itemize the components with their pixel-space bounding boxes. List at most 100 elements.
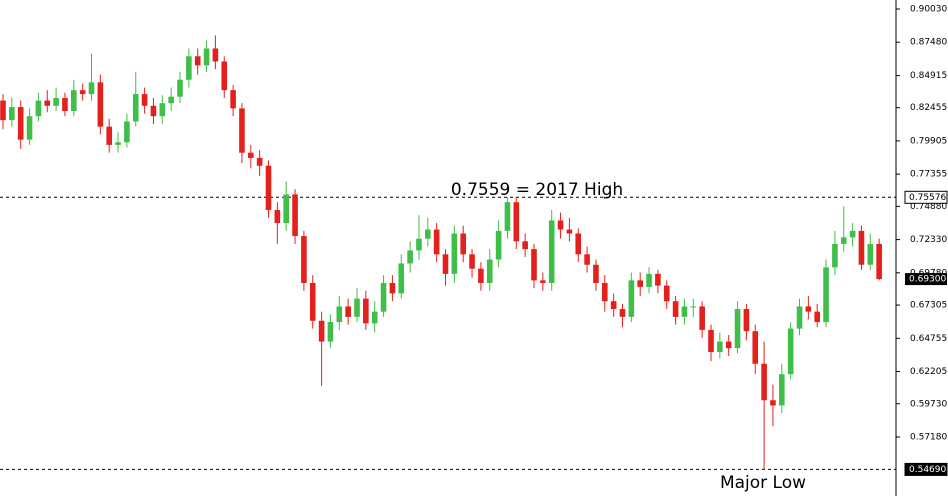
candle: [150, 97, 157, 125]
y-tick-label: 0.62205: [910, 367, 947, 377]
y-tick-label: 0.82455: [910, 103, 947, 113]
candle-body: [177, 79, 183, 97]
candle-body: [770, 400, 776, 406]
candle: [548, 210, 555, 291]
candle: [248, 144, 254, 169]
candle: [460, 225, 466, 263]
candle-body: [239, 108, 245, 153]
candle: [540, 272, 546, 291]
candle: [504, 197, 511, 239]
candle: [557, 212, 564, 239]
candle-body: [186, 56, 192, 80]
candle-body: [761, 363, 767, 401]
candle: [177, 71, 183, 104]
candle: [823, 259, 829, 328]
candle: [389, 275, 396, 302]
candle-body: [814, 311, 820, 323]
candle: [141, 87, 148, 114]
candle-body: [71, 90, 77, 112]
candle: [433, 223, 440, 263]
annotation: 0.7559 = 2017 High: [451, 180, 623, 200]
candle-body: [35, 100, 42, 117]
candle-body: [265, 165, 272, 211]
candle: [345, 298, 351, 325]
candle-body: [283, 194, 289, 224]
candle: [221, 56, 228, 98]
candle: [194, 48, 201, 75]
candle-body: [805, 306, 812, 312]
candle-body: [486, 259, 493, 283]
candle: [186, 48, 192, 88]
y-tick-label: 0.79905: [910, 136, 947, 146]
candle-body: [610, 301, 617, 310]
candle: [115, 131, 121, 153]
candle-body: [389, 282, 396, 294]
level-label: 0.54690: [909, 465, 946, 475]
level-label-box: [904, 462, 948, 476]
candle: [62, 92, 68, 117]
candle: [301, 230, 307, 291]
candle: [451, 225, 458, 283]
candle: [690, 298, 697, 317]
candle: [513, 196, 520, 250]
candle-body: [451, 233, 458, 274]
candle-body: [371, 311, 378, 324]
candle: [876, 238, 882, 281]
candle-body: [221, 61, 228, 91]
candle: [725, 335, 732, 356]
candle: [796, 298, 803, 336]
candle-body: [717, 341, 723, 353]
candle-body: [17, 107, 24, 140]
candle: [371, 301, 378, 333]
candle-body: [0, 100, 6, 121]
candle: [708, 324, 714, 362]
y-tick-label: 0.77355: [910, 170, 947, 180]
candle-body: [832, 243, 838, 268]
candle: [407, 241, 413, 273]
candle-body: [699, 306, 705, 330]
candle-body: [531, 249, 537, 281]
candle-body: [380, 282, 387, 312]
candle: [363, 290, 369, 330]
y-tick-label: 0.72330: [910, 235, 947, 245]
candle: [132, 71, 139, 127]
candle-body: [575, 233, 582, 255]
candle-body: [840, 237, 847, 244]
last-price-box: [905, 273, 947, 286]
candle-body: [637, 280, 643, 287]
candle: [292, 189, 298, 244]
y-tick-label: 0.90030: [910, 4, 947, 14]
candle-body: [62, 97, 68, 112]
candle: [79, 83, 86, 101]
candle: [495, 220, 502, 268]
candle: [734, 301, 741, 354]
candle: [840, 206, 847, 252]
candle-body: [336, 306, 343, 323]
candle-body: [566, 229, 573, 234]
candle: [637, 272, 643, 297]
y-tick-label: 0.87480: [910, 38, 947, 48]
candle-body: [557, 220, 564, 230]
candle: [849, 223, 856, 247]
candle: [124, 113, 130, 148]
candle-body: [823, 267, 829, 323]
candle: [743, 303, 750, 341]
candle: [442, 249, 449, 286]
y-tick-label: 0.67305: [910, 301, 947, 311]
candle-body: [88, 82, 95, 95]
candle-body: [876, 243, 882, 280]
last-price-label: 0.69300: [909, 275, 946, 285]
candle-body: [124, 121, 130, 143]
candle: [274, 202, 281, 244]
candle: [0, 94, 6, 130]
candle-body: [203, 48, 210, 66]
candle-body: [504, 202, 511, 231]
candle-body: [690, 306, 697, 308]
candle-body: [159, 103, 166, 117]
candle-body: [79, 90, 86, 95]
candle-body: [725, 341, 732, 349]
candle: [593, 259, 599, 291]
candle: [699, 301, 705, 338]
y-tick-label: 0.64755: [910, 334, 947, 344]
candle: [256, 150, 263, 177]
